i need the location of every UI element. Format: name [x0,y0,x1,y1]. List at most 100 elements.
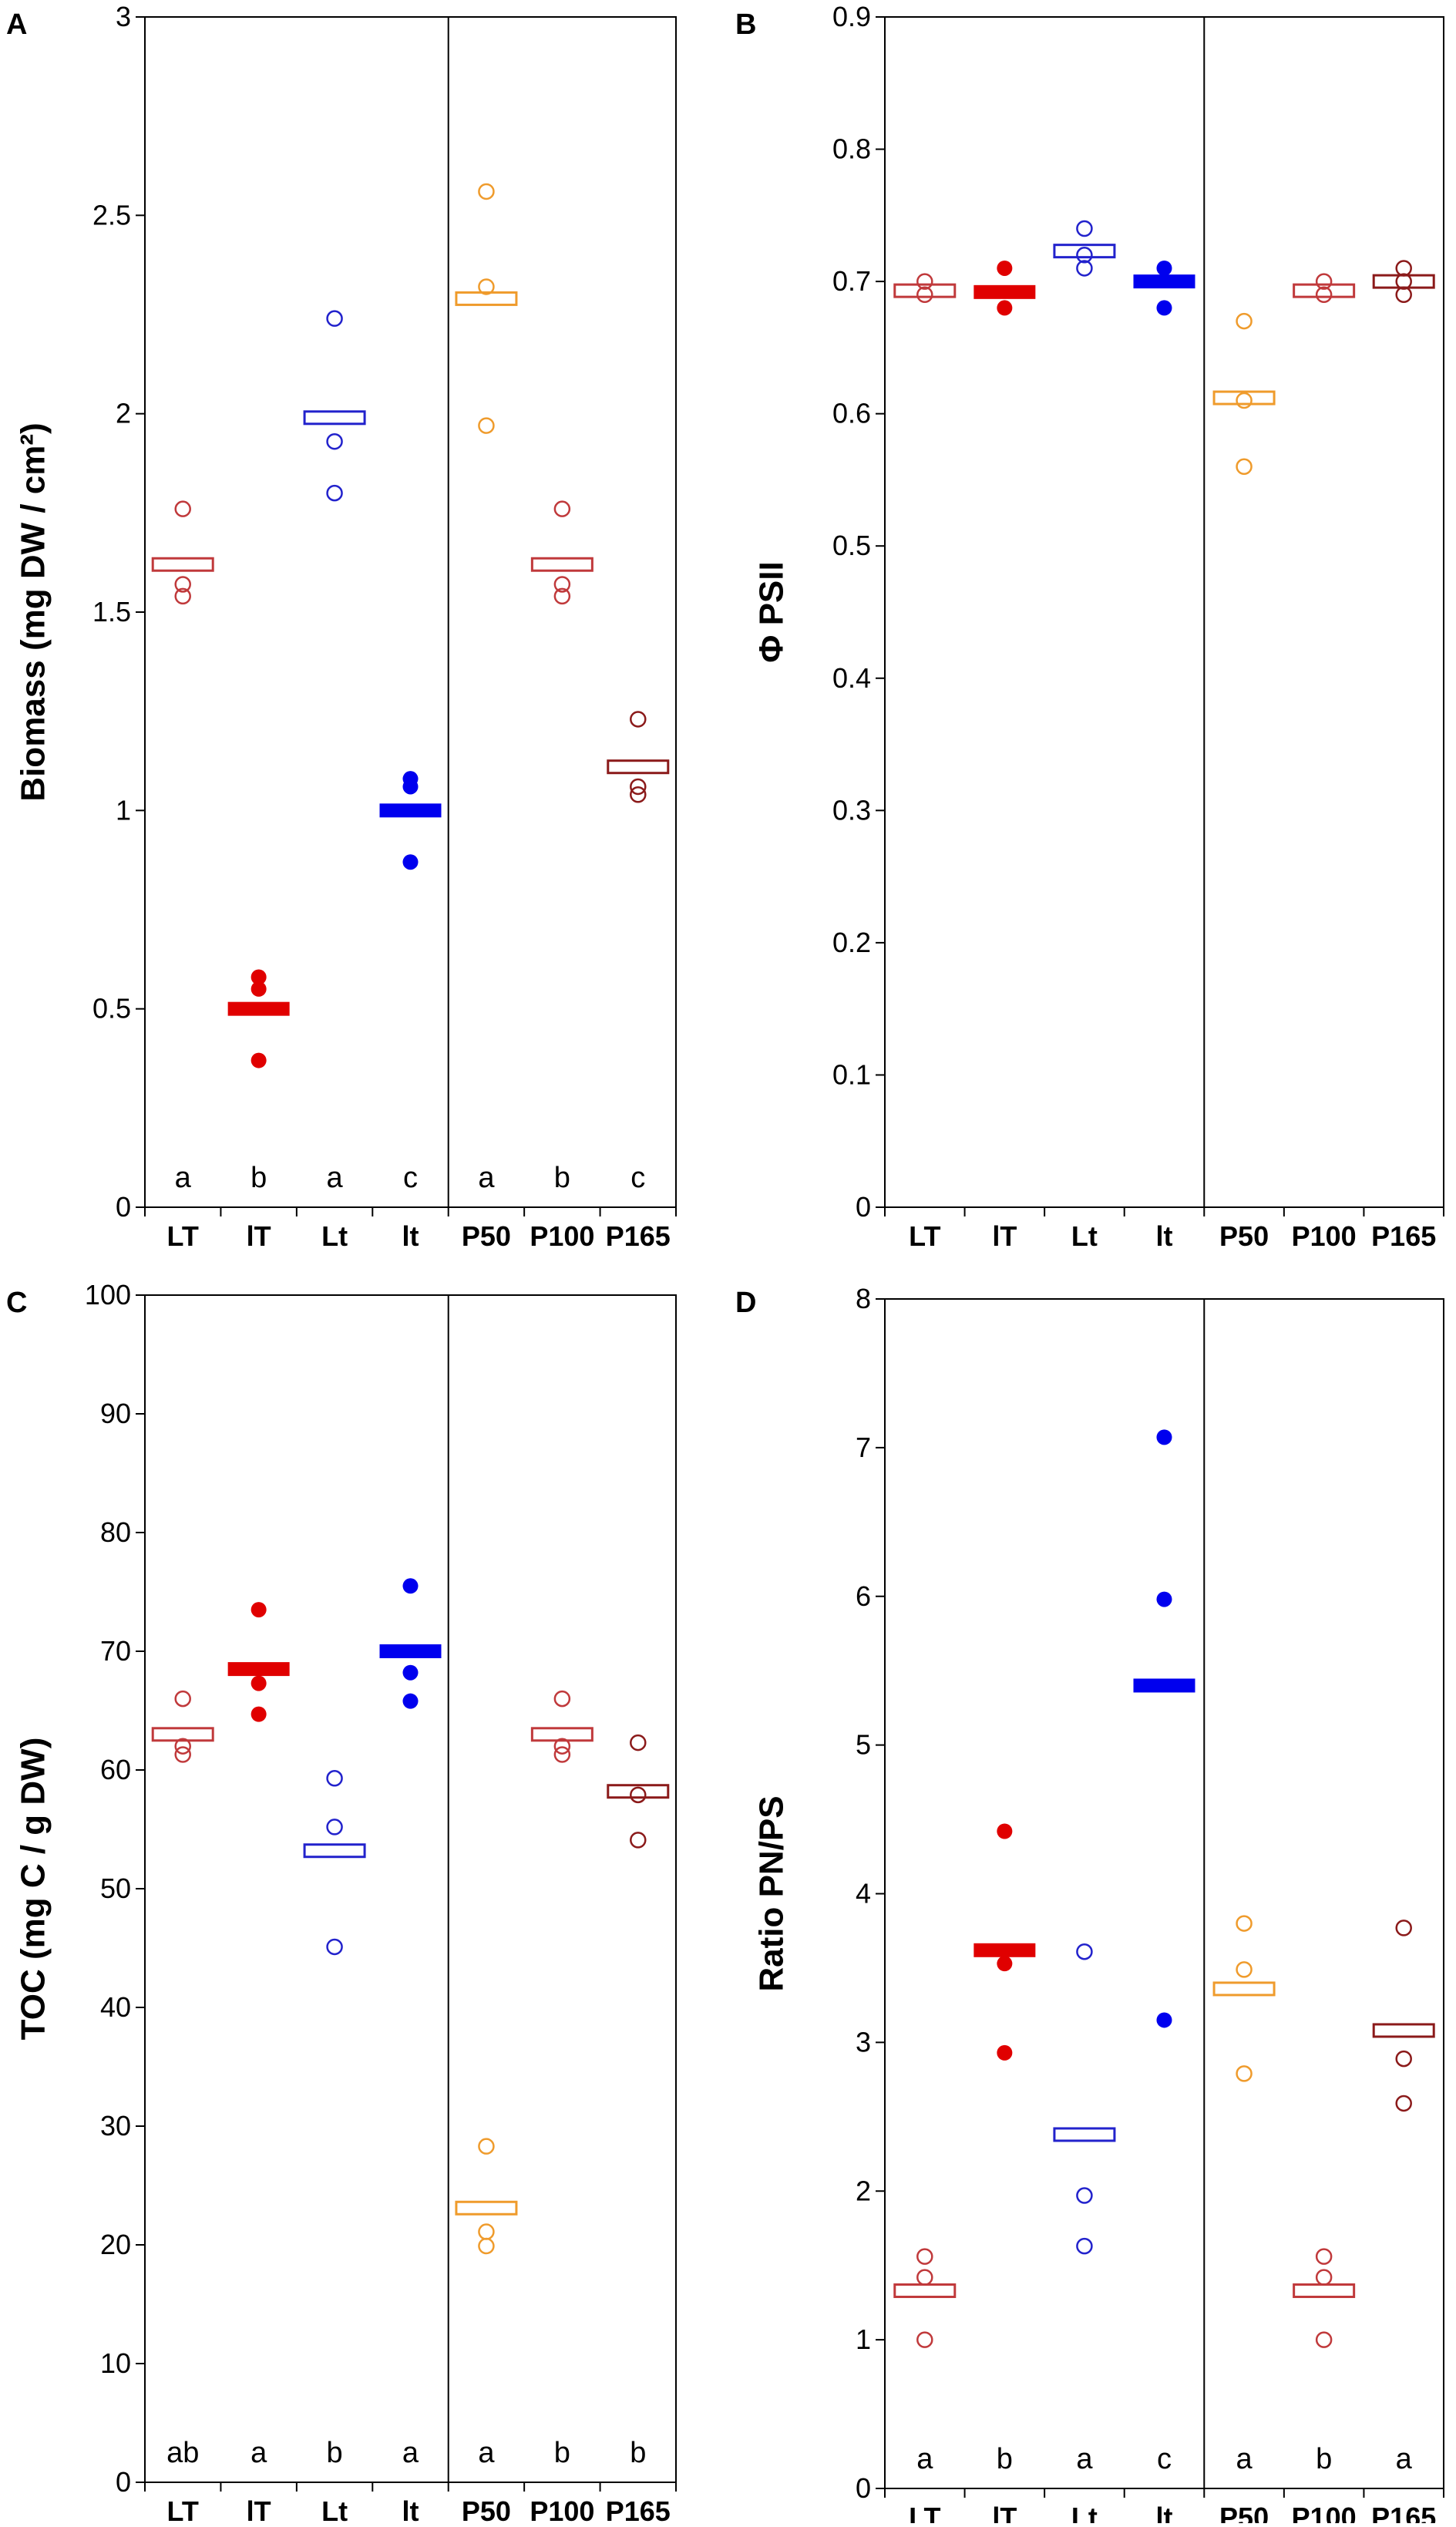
x-tick-label-p165: P165 [606,2495,671,2523]
significance-letter: c [403,1162,418,1194]
mean-bar [151,1727,214,1742]
mean-bar [1293,283,1356,298]
data-point [630,786,647,803]
y-tick-label: 1 [116,794,131,826]
group-p100: b [1293,2248,1356,2475]
x-tick-label-p50: P50 [1219,1220,1269,1252]
group-lt: a [893,2248,957,2475]
x-tick-label-p50: P50 [1219,2502,1269,2523]
x-tick-label-lt: LT [167,2495,199,2523]
x-tick-label-lt: LT [167,1220,199,1252]
data-point [478,2138,495,2155]
data-point [174,1738,191,1755]
y-axis-label: Φ PSII [752,561,790,662]
data-point [174,500,191,517]
group-lt: a [379,1578,442,2469]
significance-letter: b [630,2437,646,2469]
y-tick-label: 0.5 [92,993,131,1025]
data-point [1076,2187,1093,2204]
data-point [326,484,343,502]
data-point [1156,2012,1172,2028]
mean-bar [227,1662,290,1677]
group-p165: a [1372,1920,1435,2475]
data-point [1236,392,1253,409]
data-point [916,273,933,290]
panel-c: C 0 10 20 30 40 50 60 70 80 90 100 TOC (mg C / g DW)… [6,1279,677,2527]
y-tick-label: 60 [100,1754,131,1785]
data-point [553,1738,571,1755]
y-tick-label: 0.3 [832,794,871,826]
group-lt [1053,220,1116,277]
y-tick-label: 0 [856,2472,871,2504]
plot-frame [884,16,1444,1208]
y-tick-label: 2.5 [92,199,131,230]
data-point [1315,273,1333,290]
group-p100 [1293,273,1356,304]
significance-letter: b [997,2443,1013,2475]
data-point [1076,2237,1093,2255]
significance-letter: c [630,1162,645,1194]
panel-a: A 0 0.5 1 1.5 2 2.5 3 Biomass (mg DW / cm²) LT lT L… [6,1,677,1252]
data-point [174,587,191,605]
mean-bar [1212,1981,1276,1997]
mean-bar [379,1644,442,1658]
mean-bar [1053,2127,1116,2142]
mean-bar [973,284,1036,299]
x-tick-label-p50: P50 [462,2495,511,2523]
data-point [630,711,647,728]
y-tick-label: 0.1 [832,1058,871,1090]
data-point [1315,2269,1333,2286]
x-tick-label-lt: Lt [321,1220,348,1252]
panel-b: B 0 0.1 0.2 0.3 0.4 0.5 0.6 0.7 0.8 0.9 Φ PSII LT lT L… [735,1,1444,1252]
y-tick-label: 0 [116,1191,131,1223]
x-tick-label-lt: LT [909,2502,940,2523]
data-point [402,779,419,795]
data-point [630,778,647,796]
mean-bar [455,2200,518,2216]
data-point [251,969,267,985]
y-tick-label: 0.2 [832,927,871,958]
y-tick-label: 30 [100,2110,131,2142]
mean-bar [893,283,957,298]
x-tick-label-p100: P100 [1292,1220,1357,1252]
y-tick-label: 100 [85,1279,131,1311]
mean-bar [455,291,518,306]
data-point [402,1578,419,1594]
group-lt: a [151,500,214,1194]
panel-letter: C [6,1287,27,1319]
data-point [553,576,571,593]
x-tick-label-lt: lt [402,1220,419,1252]
data-point [553,1690,571,1708]
data-point [1076,220,1093,237]
data-point [997,1823,1013,1839]
data-point [997,2044,1013,2061]
y-tick-label: 6 [856,1580,871,1612]
mean-bar [227,1001,290,1016]
data-point [630,1832,647,1849]
data-point [1395,286,1412,304]
group-lt [893,273,957,304]
data-point [1236,2065,1253,2082]
x-tick-label-p165: P165 [1371,2502,1436,2523]
x-tick-label-lt: lt [1156,1220,1173,1252]
group-p165: c [607,711,670,1194]
group-lt: a [1053,1943,1116,2475]
x-tick-label-p100: P100 [530,2495,594,2523]
x-tick-label-lt: lT [992,2502,1017,2523]
mean-bar [530,557,593,572]
y-tick-label: 2 [116,398,131,429]
data-point [326,1938,343,1956]
mean-bar [1372,274,1435,289]
mean-bar [303,1843,366,1859]
data-point [1395,1920,1412,1936]
data-point [251,1602,267,1618]
significance-letter: ab [166,2437,199,2469]
group-lt: b [227,969,290,1194]
data-point [1395,2095,1412,2112]
plot-frame [144,1294,677,2483]
data-point [478,2223,495,2240]
data-point [1236,312,1253,330]
y-axis-label: Biomass (mg DW / cm²) [14,422,52,801]
mean-bar [1133,274,1195,289]
